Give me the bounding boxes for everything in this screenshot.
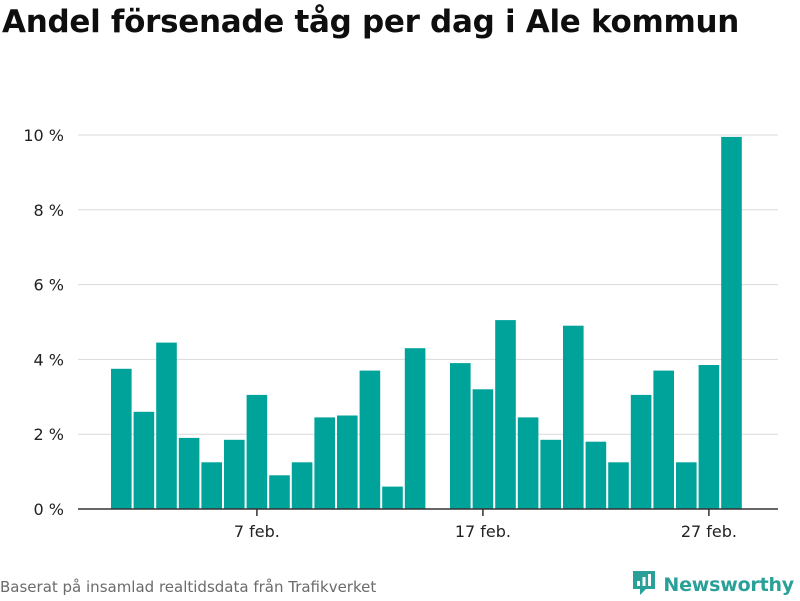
newsworthy-brand[interactable]: Newsworthy — [631, 569, 794, 601]
bar — [721, 136, 742, 509]
source-note: Baserat på insamlad realtidsdata från Tr… — [0, 578, 377, 596]
bars — [111, 136, 742, 510]
bar — [676, 462, 697, 510]
x-axis — [78, 508, 778, 516]
bar — [224, 439, 245, 509]
bar — [314, 417, 335, 509]
bar — [269, 475, 290, 509]
y-tick-label: 4 % — [34, 350, 64, 369]
newsworthy-logo-icon — [631, 569, 657, 601]
bar — [698, 365, 720, 509]
bar — [111, 368, 132, 510]
x-axis-labels: 7 feb. 17 feb. 27 feb. — [234, 522, 737, 541]
y-tick-label: 2 % — [34, 425, 64, 444]
chart-title: Andel försenade tåg per dag i Ale kommun — [2, 4, 740, 40]
bar — [337, 415, 358, 509]
bar — [630, 394, 652, 509]
bar — [201, 462, 222, 510]
bar — [540, 439, 561, 509]
bar — [450, 363, 471, 509]
bar — [246, 394, 268, 509]
y-axis-labels: 0 % 2 % 4 % 6 % 8 % 10 % — [23, 126, 64, 519]
bar — [517, 417, 539, 509]
brand-name: Newsworthy — [663, 574, 794, 596]
bar — [608, 462, 629, 510]
y-tick-label: 8 % — [34, 201, 64, 220]
x-tick-label: 17 feb. — [455, 522, 511, 541]
y-tick-label: 6 % — [34, 276, 64, 295]
y-tick-label: 10 % — [23, 126, 64, 145]
bar — [472, 389, 494, 509]
bar — [382, 486, 403, 509]
x-tick-label: 27 feb. — [681, 522, 737, 541]
bar — [156, 342, 177, 509]
bar — [404, 348, 426, 509]
bar — [563, 325, 584, 509]
x-tick-label: 7 feb. — [234, 522, 280, 541]
bar — [178, 437, 200, 509]
bar — [495, 320, 516, 509]
bar — [291, 462, 313, 510]
y-tick-label: 0 % — [34, 500, 64, 519]
bar — [653, 370, 674, 509]
bar — [359, 370, 381, 509]
bar — [133, 411, 155, 509]
bar — [585, 441, 607, 509]
